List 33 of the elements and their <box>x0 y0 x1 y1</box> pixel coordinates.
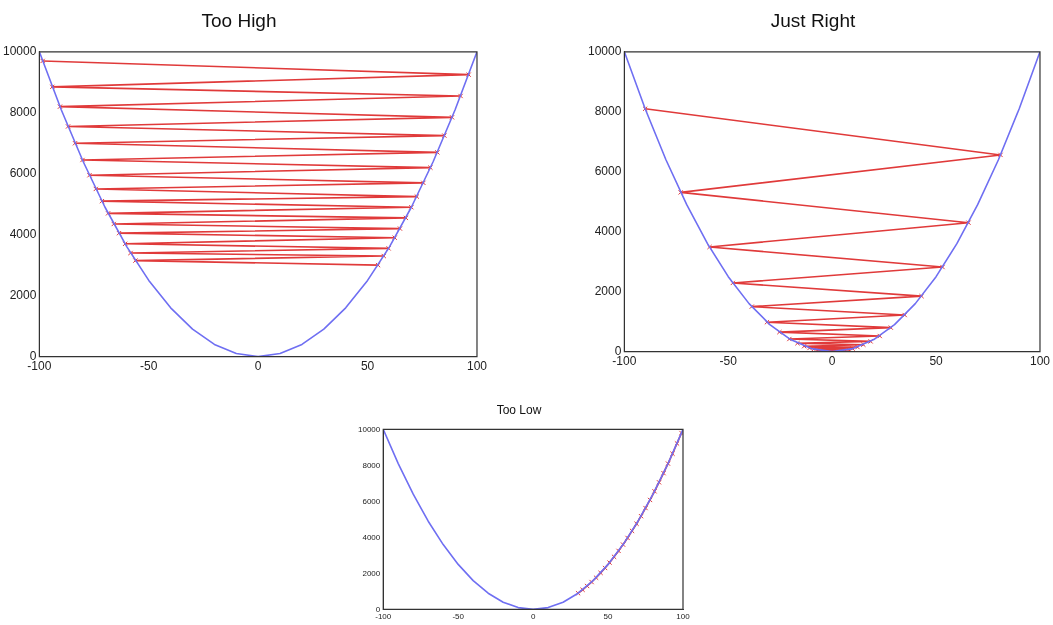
x-tick-label: 50 <box>360 359 375 374</box>
y-tick-label: 2000 <box>9 287 37 302</box>
y-tick-label: 10000 <box>2 44 37 59</box>
y-tick-label: 6000 <box>594 164 622 179</box>
chart-title: Too Low <box>496 402 542 417</box>
x-tick-label: 50 <box>929 354 944 369</box>
x-tick-label: 100 <box>1029 354 1051 369</box>
y-tick-label: 4000 <box>362 532 381 542</box>
x-tick-label: 100 <box>676 612 691 622</box>
x-tick-label: 0 <box>828 354 836 369</box>
y-tick-label: 2000 <box>362 568 381 578</box>
x-tick-label: 0 <box>254 359 262 374</box>
x-tick-label: -50 <box>719 354 738 369</box>
y-tick-label: 4000 <box>9 226 37 241</box>
y-tick-label: 6000 <box>362 496 381 506</box>
y-tick-label: 0 <box>375 604 381 614</box>
y-tick-label: 2000 <box>594 283 622 298</box>
y-tick-label: 8000 <box>362 460 381 470</box>
x-tick-label: -50 <box>452 612 465 622</box>
y-tick-label: 8000 <box>594 104 622 119</box>
chart-title: Just Right <box>770 9 856 31</box>
y-tick-label: 4000 <box>594 223 622 238</box>
x-tick-label: -100 <box>27 359 52 374</box>
x-tick-label: -100 <box>375 612 392 622</box>
chart-title: Too High <box>201 9 277 31</box>
x-tick-label: 0 <box>530 612 536 622</box>
x-tick-label: 100 <box>466 359 488 374</box>
y-tick-label: 10000 <box>358 424 381 434</box>
x-tick-label: -50 <box>140 359 158 374</box>
y-tick-label: 8000 <box>9 105 37 120</box>
y-tick-label: 10000 <box>587 44 622 59</box>
y-tick-label: 6000 <box>9 166 37 181</box>
x-tick-label: 50 <box>603 612 614 622</box>
